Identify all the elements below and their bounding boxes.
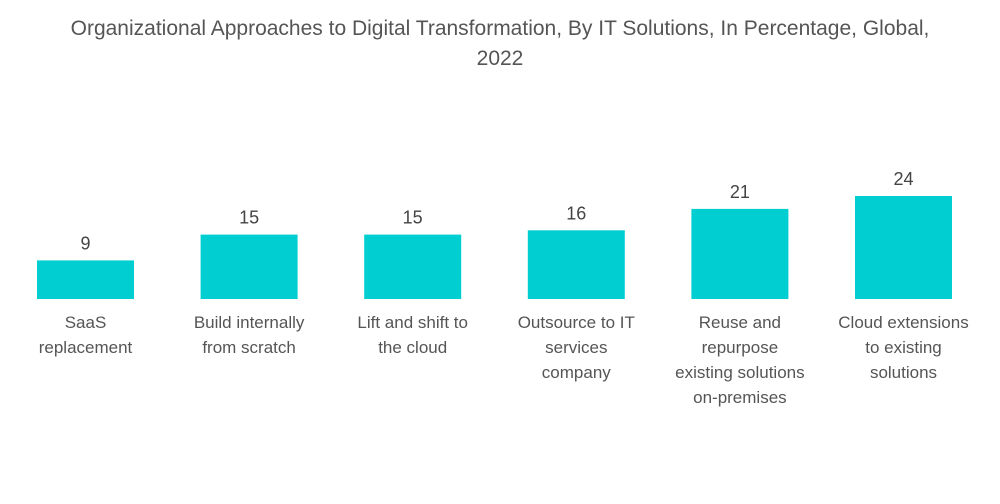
category-label-1: SaaS replacement bbox=[39, 313, 133, 357]
category-label-line: SaaS bbox=[65, 313, 107, 332]
category-label-5: Reuse and repurpose existing solutions on-p… bbox=[675, 313, 804, 407]
category-label-line: Lift and shift to bbox=[357, 313, 468, 332]
category-label-line: Outsource to IT bbox=[518, 313, 635, 332]
category-label-line: Cloud extensions bbox=[838, 313, 968, 332]
category-label-2: Build internally from scratch bbox=[194, 313, 305, 357]
data-label-5: 21 bbox=[730, 182, 750, 202]
data-label-4: 16 bbox=[566, 203, 586, 223]
category-label-line: replacement bbox=[39, 338, 133, 357]
bar-6 bbox=[855, 196, 952, 299]
data-label-3: 15 bbox=[403, 208, 423, 228]
data-label-6: 24 bbox=[893, 169, 913, 189]
chart-title-line-1: Organizational Approaches to Digital Tra… bbox=[70, 17, 930, 40]
data-label-1: 9 bbox=[80, 233, 90, 253]
bar-1 bbox=[37, 260, 134, 299]
category-label-3: Lift and shift to the cloud bbox=[357, 313, 468, 357]
category-label-line: on-premises bbox=[693, 388, 787, 407]
category-label-line: to existing bbox=[865, 338, 942, 357]
category-label-line: from scratch bbox=[202, 338, 296, 357]
category-label-line: solutions bbox=[870, 363, 937, 382]
bar-4 bbox=[527, 230, 625, 299]
chart-title: Organizational Approaches to Digital Tra… bbox=[0, 14, 1000, 74]
category-label-4: Outsource to IT services company bbox=[518, 313, 635, 382]
category-label-line: company bbox=[542, 363, 611, 382]
category-label-line: repurpose bbox=[702, 338, 779, 357]
category-label-line: services bbox=[545, 338, 607, 357]
bar-3 bbox=[364, 234, 462, 299]
category-label-6: Cloud extensions to existing solutions bbox=[838, 313, 968, 382]
bar-2 bbox=[200, 234, 298, 299]
chart-title-line-2: 2022 bbox=[476, 47, 524, 70]
category-label-line: existing solutions bbox=[675, 363, 804, 382]
category-label-line: Build internally bbox=[194, 313, 305, 332]
category-label-line: Reuse and bbox=[699, 313, 781, 332]
bar-5 bbox=[691, 208, 789, 299]
category-label-line: the cloud bbox=[378, 338, 447, 357]
data-label-2: 15 bbox=[239, 208, 259, 228]
